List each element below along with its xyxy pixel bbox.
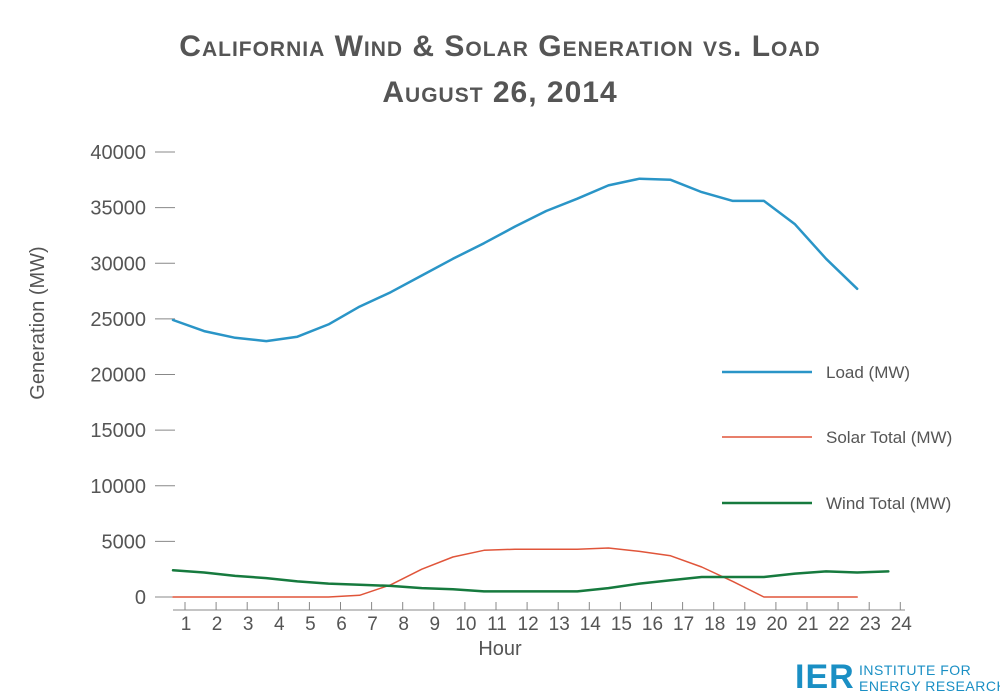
x-tick-label: 6: [336, 614, 347, 635]
y-tick-label: 10000: [90, 476, 146, 498]
y-tick-label: 15000: [90, 420, 146, 442]
x-tick-label: 1: [181, 614, 192, 635]
x-tick-label: 16: [642, 614, 663, 635]
legend-label-3: Wind Total (MW): [826, 494, 951, 513]
x-tick-label: 13: [549, 614, 570, 635]
logo-mark: IER: [795, 658, 855, 696]
y-tick-label: 0: [135, 587, 146, 609]
x-tick-label: 17: [673, 614, 694, 635]
y-tick-label: 40000: [90, 142, 146, 164]
series-line-3: [171, 569, 890, 593]
x-tick-label: 22: [829, 614, 850, 635]
x-tick-label: 9: [430, 614, 441, 635]
y-tick-label: 5000: [102, 531, 147, 553]
legend-label-1: Load (MW): [826, 363, 910, 382]
x-axis-label: Hour: [478, 638, 522, 660]
x-tick-label: 19: [735, 614, 756, 635]
x-tick-label: 18: [704, 614, 725, 635]
x-tick-label: 24: [891, 614, 913, 635]
x-tick-label: 4: [274, 614, 285, 635]
logo-text-line-2: ENERGY RESEARCH: [859, 678, 1000, 694]
chart-title-line-2: August 26, 2014: [382, 76, 618, 109]
legend-label-2: Solar Total (MW): [826, 428, 952, 447]
x-tick-label: 2: [212, 614, 223, 635]
y-tick-label: 25000: [90, 309, 146, 331]
x-tick-label: 15: [611, 614, 632, 635]
y-tick-label: 20000: [90, 365, 146, 387]
x-tick-label: 21: [797, 614, 818, 635]
x-tick-label: 8: [398, 614, 409, 635]
x-tick-label: 20: [766, 614, 787, 635]
y-axis-label: Generation (MW): [27, 246, 49, 399]
logo-text-line-1: INSTITUTE FOR: [859, 662, 972, 678]
chart-title-line-1: California Wind & Solar Generation vs. L…: [179, 30, 821, 63]
y-tick-label: 30000: [90, 253, 146, 275]
x-tick-label: 12: [518, 614, 539, 635]
x-tick-label: 5: [305, 614, 316, 635]
x-tick-label: 14: [580, 614, 602, 635]
x-tick-label: 7: [367, 614, 378, 635]
series-line-2: [172, 547, 858, 598]
x-tick-label: 3: [243, 614, 254, 635]
x-tick-label: 10: [455, 614, 476, 635]
y-tick-label: 35000: [90, 198, 146, 220]
x-tick-label: 23: [860, 614, 881, 635]
x-tick-label: 11: [487, 614, 507, 635]
series-line-1: [171, 177, 859, 343]
